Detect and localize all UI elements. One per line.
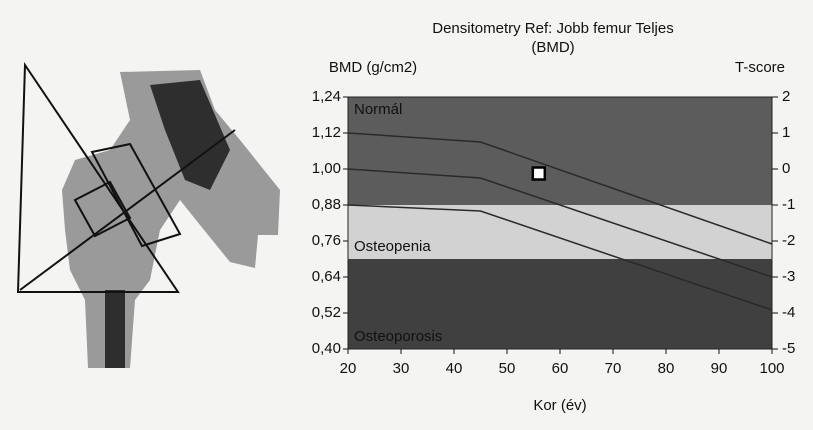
y-tick-label: 1,12 — [312, 124, 341, 141]
x-tick-label: 40 — [446, 360, 463, 377]
regions-of-interest — [16, 61, 236, 293]
region — [348, 97, 772, 205]
y-tick-label: 1,00 — [312, 160, 341, 177]
y-tick-label: 0,64 — [312, 268, 341, 285]
x-tick-label: 60 — [552, 360, 569, 377]
y2-tick-label: -2 — [782, 232, 795, 249]
x-tick-label: 50 — [499, 360, 516, 377]
region-label: Osteoporosis — [354, 328, 442, 345]
reference-line — [347, 168, 773, 278]
y-tick-label: 0,88 — [312, 196, 341, 213]
y2-tick-label: -5 — [782, 340, 795, 357]
chart-title: Densitometry Ref: Jobb femur Teljes — [432, 20, 674, 37]
x-tick-label: 20 — [340, 360, 357, 377]
y2-tick-label: -1 — [782, 196, 795, 213]
y2-axis-label: T-score — [735, 59, 785, 76]
y2-tick-label: 1 — [782, 124, 790, 141]
y2-tick-label: -3 — [782, 268, 795, 285]
x-tick-label: 30 — [393, 360, 410, 377]
x-tick-label: 100 — [759, 360, 784, 377]
y2-tick-label: 2 — [782, 88, 790, 105]
patient-point — [531, 166, 547, 181]
y-tick-label: 0,40 — [312, 340, 341, 357]
x-tick-label: 80 — [658, 360, 675, 377]
bone-shadow — [150, 80, 230, 190]
y-axis-label: BMD (g/cm2) — [329, 59, 417, 76]
region — [348, 205, 772, 259]
chart-subtitle: (BMD) — [531, 39, 574, 56]
x-tick-label: 90 — [711, 360, 728, 377]
region-label: Normál — [354, 101, 402, 118]
reference-line — [347, 204, 773, 311]
canal — [105, 290, 125, 368]
x-tick-label: 70 — [605, 360, 622, 377]
region-label: Osteopenia — [354, 238, 431, 255]
x-axis-label: Kor (év) — [533, 397, 586, 414]
y-tick-label: 0,52 — [312, 304, 341, 321]
y2-tick-label: -4 — [782, 304, 795, 321]
region — [348, 259, 772, 349]
reference-line — [347, 132, 773, 245]
y2-tick-label: 0 — [782, 160, 790, 177]
y-tick-label: 0,76 — [312, 232, 341, 249]
y-tick-label: 1,24 — [312, 88, 341, 105]
femur-image — [16, 61, 280, 368]
